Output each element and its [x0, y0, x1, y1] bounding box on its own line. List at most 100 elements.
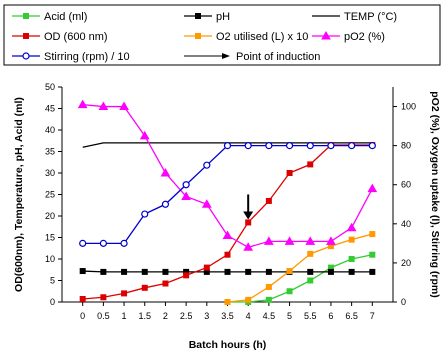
series-line	[227, 254, 373, 303]
legend-label: Stirring (rpm) / 10	[44, 51, 130, 63]
right-tick-label: 80	[401, 141, 411, 151]
series	[79, 142, 376, 247]
legend-item: pH	[184, 11, 230, 23]
data-point	[265, 142, 273, 150]
data-point	[327, 268, 334, 275]
induction-arrow	[243, 194, 254, 220]
series-line	[82, 144, 373, 245]
data-point	[264, 236, 274, 245]
data-point	[160, 167, 171, 177]
series-line	[227, 233, 373, 303]
data-point	[286, 170, 293, 176]
legend-item: O2 utilised (L) x 10	[184, 31, 308, 43]
data-point	[183, 272, 190, 279]
data-point	[120, 239, 128, 247]
data-point	[265, 296, 272, 303]
data-point	[139, 130, 150, 140]
data-point	[307, 250, 314, 257]
data-point	[182, 181, 190, 189]
x-tick-label: 6.5	[345, 311, 358, 321]
left-tick-label: 45	[45, 104, 55, 114]
induction-arrow-head	[243, 211, 254, 220]
legend-item: Stirring (rpm) / 10	[12, 51, 130, 63]
data-point	[245, 296, 252, 303]
data-point	[369, 231, 376, 238]
data-point	[369, 251, 376, 258]
legend-swatch-marker	[22, 52, 30, 60]
x-tick-label: 5.5	[304, 311, 317, 321]
left-tick-label: 15	[45, 233, 55, 243]
data-point	[243, 242, 254, 251]
data-point	[369, 268, 376, 275]
left-tick-label: 10	[45, 254, 55, 264]
data-point	[223, 142, 232, 150]
data-point	[245, 219, 252, 226]
data-point	[348, 268, 355, 275]
legend-label: O2 utilised (L) x 10	[216, 31, 308, 43]
data-point	[141, 284, 148, 291]
data-point	[79, 268, 86, 275]
left-tick-label: 25	[45, 190, 55, 200]
legend-label: pO2 (%)	[344, 31, 385, 43]
right-tick-label: 0	[401, 297, 406, 307]
right-tick-label: 40	[401, 219, 411, 229]
series	[79, 268, 376, 275]
data-point	[79, 239, 87, 247]
series	[224, 231, 376, 305]
left-tick-label: 35	[45, 147, 55, 157]
x-tick-label: 0	[80, 311, 85, 321]
data-point	[77, 99, 88, 109]
legend-swatch-marker	[195, 33, 201, 39]
data-point	[285, 142, 294, 150]
data-point	[348, 142, 356, 150]
series-line	[82, 144, 373, 300]
data-point	[141, 210, 149, 218]
x-tick-label: 2	[163, 311, 168, 321]
legend-item: pO2 (%)	[312, 30, 385, 43]
x-tick-label: 5	[287, 311, 292, 321]
legend-label: TEMP (°C)	[344, 11, 397, 23]
series	[224, 251, 376, 305]
data-point	[265, 283, 272, 290]
legend-item: Acid (ml)	[12, 11, 87, 23]
legend-label: OD (600 nm)	[44, 31, 108, 43]
data-point	[201, 199, 212, 208]
legend-item: TEMP (°C)	[312, 11, 397, 23]
data-point	[284, 236, 295, 245]
data-point	[203, 264, 210, 271]
left-tick-label: 30	[45, 168, 55, 178]
legend-item: Point of induction	[184, 51, 320, 63]
legend-arrow-head	[222, 53, 230, 59]
data-point	[265, 268, 272, 275]
legend-swatch-marker	[195, 13, 201, 19]
legend-swatch-marker	[23, 13, 29, 19]
x-tick-label: 4	[246, 311, 251, 321]
data-point	[98, 101, 109, 111]
y-axis-right-label: pO2 (%), Oxygen uptake (l), Stirring (rp…	[429, 91, 441, 298]
data-point	[244, 142, 252, 150]
data-point	[141, 268, 148, 275]
data-point	[99, 239, 107, 247]
x-tick-label: 3.5	[221, 311, 234, 321]
x-axis-label: Batch hours (h)	[189, 339, 267, 351]
data-point	[224, 299, 231, 305]
data-point	[224, 268, 231, 275]
data-point	[245, 268, 252, 275]
legend-label: pH	[216, 11, 230, 23]
x-tick-label: 2.5	[180, 311, 193, 321]
data-point	[367, 183, 378, 193]
data-point	[286, 268, 293, 275]
data-point	[346, 222, 357, 232]
data-point	[307, 161, 314, 168]
series-line	[82, 103, 373, 248]
data-point	[119, 101, 129, 111]
x-tick-label: 1	[122, 311, 127, 321]
left-tick-label: 0	[50, 297, 55, 307]
data-point	[222, 230, 233, 240]
x-tick-label: 7	[370, 311, 375, 321]
data-point	[307, 277, 314, 284]
data-point	[100, 294, 107, 301]
y-axis-left-label: OD(600nm), Temperature, pH, Acid (ml)	[13, 97, 25, 292]
data-point	[181, 191, 191, 200]
data-point	[121, 290, 128, 297]
